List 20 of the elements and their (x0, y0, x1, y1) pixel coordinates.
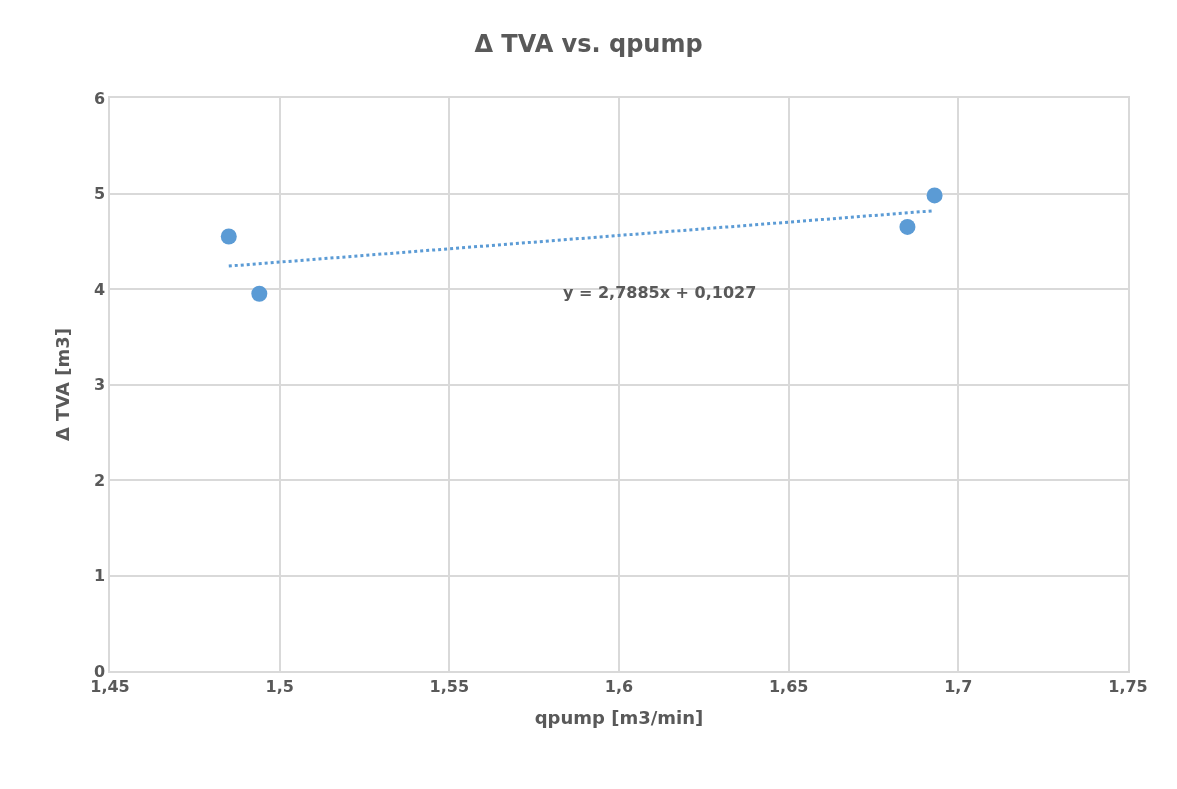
point (220, 228, 237, 245)
y-tick-label: 4 (93, 279, 106, 299)
x-tick-label: 1,7 (944, 676, 973, 696)
x-tick-label: 1,75 (1108, 676, 1148, 696)
x-axis-title: qpump [m3/min] (534, 706, 704, 728)
y-tick-label: 5 (93, 184, 106, 204)
x-tick-label: 1,6 (604, 676, 634, 696)
point (899, 218, 916, 235)
x-tick-label: 1,55 (429, 676, 470, 696)
x-tick-label: 1,65 (768, 676, 809, 696)
y-tick-label: 6 (93, 88, 106, 108)
y-axis-title: Δ TVA [m3] (51, 327, 73, 442)
annotation: y = 2,7885x + 0,1027 (563, 283, 757, 302)
point (251, 285, 268, 302)
x-tick-label: 1,5 (265, 676, 294, 696)
chart-title: Δ TVA vs. qpump (474, 30, 703, 59)
y-tick-label: 3 (93, 375, 106, 395)
y-tick-label: 2 (93, 470, 106, 490)
y-tick-label: 1 (93, 566, 106, 586)
point (926, 187, 943, 204)
